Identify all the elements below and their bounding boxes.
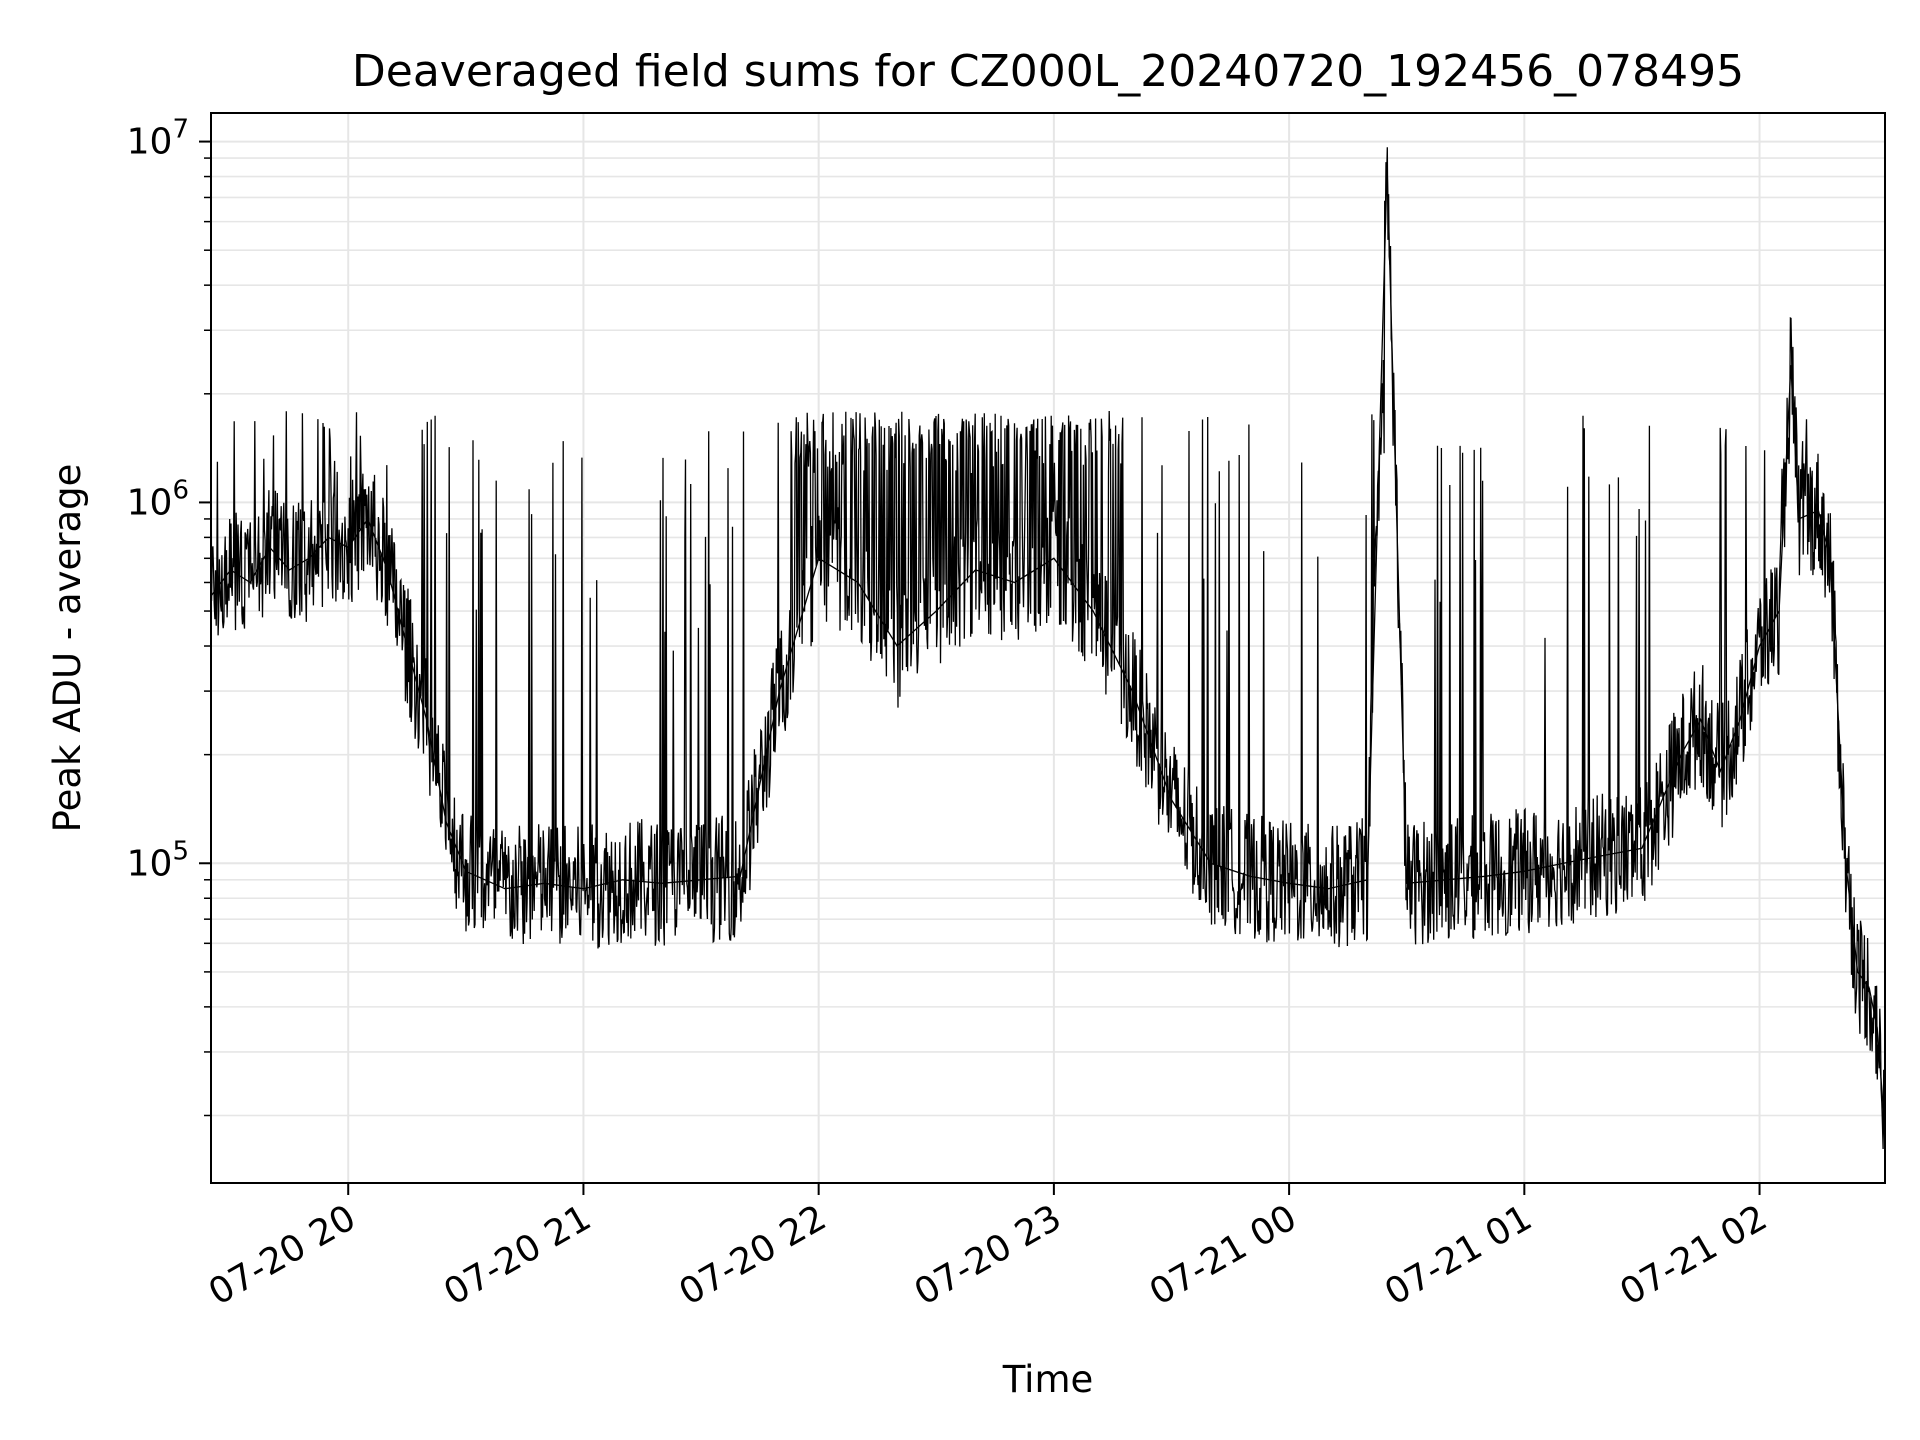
- plot-frame: [210, 112, 1886, 1184]
- chart-title: Deaveraged field sums for CZ000L_2024072…: [352, 46, 1744, 97]
- x-axis-label: Time: [1002, 1358, 1094, 1401]
- y-tick-label: 106: [127, 475, 189, 523]
- y-axis: 105 106 107: [127, 115, 211, 1117]
- y-axis-label: Peak ADU - average: [46, 464, 89, 833]
- series-line: [210, 147, 1886, 1159]
- series-group: [210, 147, 1886, 1159]
- y-tick-label: 105: [127, 836, 189, 884]
- y-tick-label: 107: [127, 115, 189, 163]
- series-anchor-line: [210, 166, 1886, 1133]
